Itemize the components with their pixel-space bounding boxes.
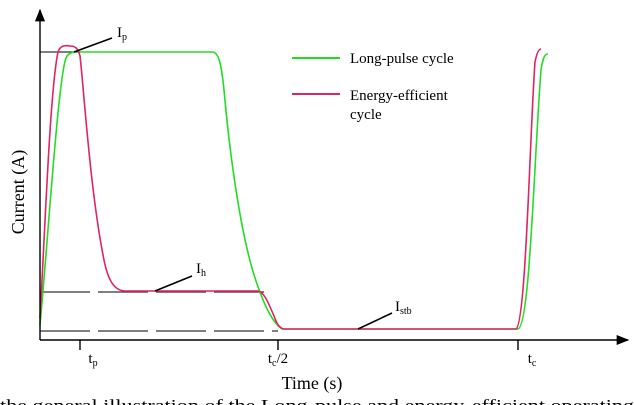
ih-annotation-leader: [154, 275, 193, 292]
ip-annotation-label: Ip: [117, 25, 127, 43]
legend-label-long-pulse: Long-pulse cycle: [350, 51, 454, 67]
energy-efficient-cycle-line: [39, 44, 542, 330]
istb-annotation-label: Istb: [395, 299, 412, 317]
figure-caption: the general illustration of the Long-pul…: [0, 396, 634, 405]
x-tick-label-tc: tc: [528, 351, 537, 369]
ih-annotation-label: Ih: [196, 261, 206, 279]
istb-annotation-leader: [357, 312, 393, 330]
x-tick-label-tc-half: tc/2: [268, 351, 288, 369]
long-pulse-cycle-line: [39, 51, 549, 330]
x-axis-label: Time (s): [282, 373, 343, 394]
legend: Long-pulse cycle Energy-efficient cycle: [292, 51, 454, 123]
ip-annotation-leader: [73, 37, 113, 53]
x-tick-label-tp: tp: [88, 351, 97, 369]
y-axis-label: Current (A): [8, 150, 29, 234]
legend-label-energy-efficient: Energy-efficient cycle: [350, 88, 451, 123]
